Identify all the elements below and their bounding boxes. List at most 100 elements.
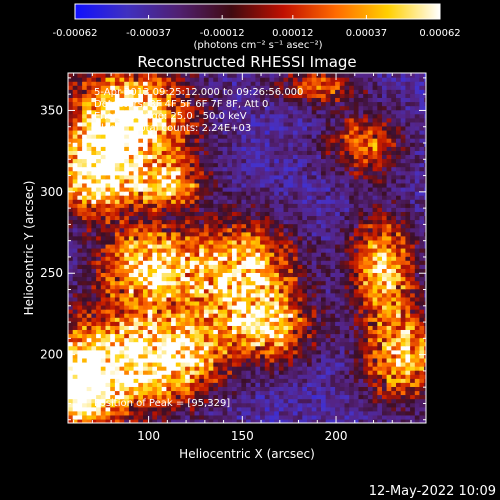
heatmap-cell <box>133 264 139 269</box>
heatmap-cell <box>353 345 360 351</box>
heatmap-cell <box>367 374 374 379</box>
heatmap-cell <box>344 264 350 269</box>
heatmap-cell <box>335 402 341 408</box>
heatmap-cell <box>372 260 378 265</box>
heatmap-cell <box>152 199 158 204</box>
heatmap-cell <box>133 366 139 371</box>
heatmap-cell <box>208 406 214 412</box>
heatmap-cell <box>367 239 374 245</box>
heatmap-cell <box>382 187 388 192</box>
heatmap-cell <box>147 378 153 383</box>
heatmap-cell <box>344 329 350 335</box>
heatmap-cell <box>110 191 116 196</box>
heatmap-cell <box>325 207 331 212</box>
heatmap-cell <box>189 223 196 229</box>
heatmap-cell <box>77 292 83 298</box>
heatmap-cell <box>349 333 355 339</box>
heatmap-cell <box>105 414 111 420</box>
heatmap-cell <box>302 252 308 257</box>
heatmap-cell <box>222 170 228 176</box>
heatmap-cell <box>264 418 271 423</box>
heatmap-cell <box>222 166 228 172</box>
heatmap-cell <box>353 248 360 253</box>
heatmap-cell <box>396 256 402 261</box>
heatmap-cell <box>321 219 327 225</box>
heatmap-cell <box>91 353 97 359</box>
heatmap-cell <box>377 248 383 253</box>
heatmap-cell <box>171 174 177 180</box>
heatmap-cell <box>152 349 158 355</box>
heatmap-cell <box>316 410 322 416</box>
heatmap-cell <box>232 402 238 408</box>
heatmap-cell <box>110 362 116 367</box>
heatmap-cell <box>166 321 172 326</box>
heatmap-cell <box>358 414 364 420</box>
heatmap-cell <box>274 357 280 363</box>
heatmap-cell <box>124 296 130 302</box>
heatmap-cell <box>194 227 200 233</box>
heatmap-cell <box>358 280 364 286</box>
heatmap-cell <box>133 174 139 180</box>
heatmap-cell <box>372 390 378 396</box>
heatmap-cell <box>222 260 228 265</box>
heatmap-cell <box>307 276 313 282</box>
heatmap-cell <box>175 378 182 383</box>
heatmap-cell <box>419 414 425 420</box>
heatmap-cell <box>180 329 186 335</box>
heatmap-cell <box>128 333 135 339</box>
heatmap-cell <box>367 219 374 225</box>
heatmap-cell <box>180 362 186 367</box>
heatmap-cell <box>72 158 78 164</box>
heatmap-cell <box>157 313 163 318</box>
heatmap-cell <box>180 333 186 339</box>
heatmap-cell <box>138 370 144 375</box>
heatmap-cell <box>166 199 172 204</box>
heatmap-cell <box>260 353 266 359</box>
heatmap-cell <box>96 182 102 188</box>
heatmap-cell <box>367 394 374 400</box>
heatmap-cell <box>82 300 88 306</box>
heatmap-cell <box>105 219 111 225</box>
heatmap-cell <box>232 231 238 237</box>
heatmap-cell <box>288 378 294 383</box>
heatmap-cell <box>86 260 92 265</box>
heatmap-cell <box>180 207 186 212</box>
heatmap-cell <box>152 341 158 347</box>
heatmap-cell <box>217 235 224 241</box>
heatmap-cell <box>82 321 88 326</box>
heatmap-cell <box>363 418 369 423</box>
colorbar <box>74 3 441 20</box>
heatmap-cell <box>330 305 336 310</box>
heatmap-cell <box>199 345 205 351</box>
heatmap-cell <box>264 174 271 180</box>
heatmap-cell <box>419 317 425 322</box>
heatmap-cell <box>372 394 378 400</box>
heatmap-cell <box>391 268 397 273</box>
heatmap-cell <box>157 300 163 306</box>
heatmap-cell <box>400 382 406 387</box>
heatmap-cell <box>405 256 411 261</box>
heatmap-cell <box>189 305 196 310</box>
heatmap-cell <box>419 256 425 261</box>
heatmap-cell <box>358 199 364 204</box>
heatmap-cell <box>96 288 102 294</box>
heatmap-cell <box>405 195 411 200</box>
heatmap-cell <box>161 410 167 416</box>
heatmap-cell <box>217 280 224 286</box>
heatmap-cell <box>227 410 233 416</box>
heatmap-cell <box>241 329 247 335</box>
heatmap-cell <box>377 325 383 330</box>
heatmap-cell <box>400 325 406 330</box>
heatmap-cell <box>400 203 406 208</box>
heatmap-cell <box>292 418 299 423</box>
heatmap-cell <box>241 195 247 200</box>
heatmap-cell <box>110 280 116 286</box>
heatmap-cell <box>353 398 360 404</box>
heatmap-cell <box>419 174 425 180</box>
heatmap-cell <box>339 191 346 196</box>
heatmap-cell <box>353 378 360 383</box>
heatmap-cell <box>414 313 421 318</box>
heatmap-cell <box>77 382 83 387</box>
heatmap-cell <box>255 309 261 314</box>
heatmap-cell <box>255 195 261 200</box>
